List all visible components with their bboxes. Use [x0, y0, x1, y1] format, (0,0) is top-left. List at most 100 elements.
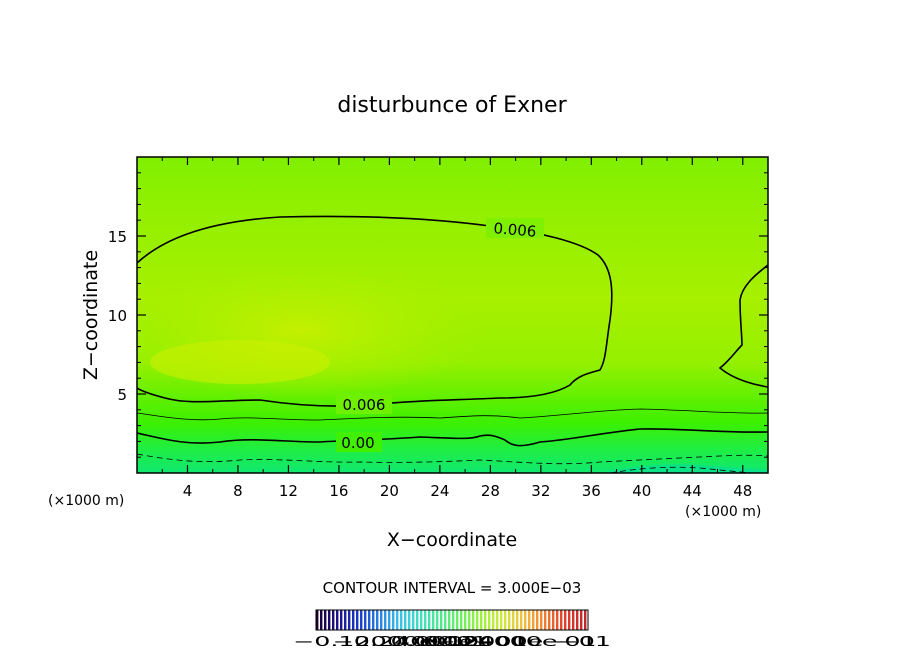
x-tick-label: 12: [279, 482, 298, 500]
colorbar-swatch: [452, 610, 455, 630]
colorbar-swatch: [508, 610, 511, 630]
colorbar-swatch: [388, 610, 391, 630]
colorbar-swatch: [412, 610, 415, 630]
x-axis-label: X−coordinate: [387, 529, 517, 551]
colorbar-swatch: [404, 610, 407, 630]
colorbar-swatch: [568, 610, 571, 630]
x-tick-label: 44: [683, 482, 702, 500]
colorbar-swatch: [468, 610, 471, 630]
field-peak-region: [150, 340, 330, 384]
colorbar-swatch: [444, 610, 447, 630]
colorbar-swatch: [556, 610, 559, 630]
colorbar-swatch: [328, 610, 331, 630]
colorbar-swatch: [552, 610, 555, 630]
colorbar-labels-row: −0.24000e−01−0.12000e−010.00000.12000e−0…: [293, 634, 611, 650]
colorbar-swatch: [560, 610, 563, 630]
colorbar-swatch: [336, 610, 339, 630]
colorbar-swatch: [480, 610, 483, 630]
contour-label-3: 0.00: [341, 434, 374, 452]
colorbar-swatch: [576, 610, 579, 630]
contour-neg-0003: [137, 453, 768, 465]
colorbar-swatch: [500, 610, 503, 630]
contour-0006-right: [718, 264, 768, 388]
colorbar-swatch: [540, 610, 543, 630]
colorbar-swatch: [516, 610, 519, 630]
field-maximum-region: [137, 260, 490, 400]
colorbar-swatch: [432, 610, 435, 630]
colorbar-swatch: [376, 610, 379, 630]
colorbar-swatch: [476, 610, 479, 630]
contour-0003: [137, 408, 768, 421]
colorbar-swatch: [324, 610, 327, 630]
colorbar-swatch: [484, 610, 487, 630]
colorbar-label-3: 0.0000: [390, 634, 479, 650]
colorbar-swatch: [584, 610, 587, 630]
colorbar-swatch: [360, 610, 363, 630]
contour-label-bg-3: [336, 432, 382, 452]
y-tick-label: 15: [108, 228, 127, 246]
colorbar-swatch: [472, 610, 475, 630]
colorbar-swatch: [520, 610, 523, 630]
colorbar-swatch: [400, 610, 403, 630]
colorbar-swatch: [424, 610, 427, 630]
colorbar-swatch: [392, 610, 395, 630]
contour-neg-0006: [609, 466, 751, 473]
colorbar-swatch: [372, 610, 375, 630]
colorbar-swatch: [368, 610, 371, 630]
y-tick-label: 10: [108, 307, 127, 325]
colorbar-swatch: [320, 610, 323, 630]
colorbar-swatch: [408, 610, 411, 630]
colorbar-swatch: [436, 610, 439, 630]
x-tick-label: 8: [233, 482, 243, 500]
x-tick-label: 4: [183, 482, 193, 500]
colorbar-swatch: [564, 610, 567, 630]
colorbar-swatch: [504, 610, 507, 630]
colorbar-swatch: [524, 610, 527, 630]
chart-title: disturbunce of Exner: [337, 93, 567, 118]
colorbar-label-1: −0.24000e−01: [333, 634, 528, 650]
colorbar: [316, 610, 587, 630]
colorbar-swatch: [536, 610, 539, 630]
x-axis-ticks: 4 8 12 16 20 24 28 32 36 40 44 48: [161, 157, 752, 500]
colorbar-swatch: [460, 610, 463, 630]
colorbar-swatch: [356, 610, 359, 630]
colorbar-swatch: [580, 610, 583, 630]
colorbar-swatch: [340, 610, 343, 630]
colorbar-swatch: [348, 610, 351, 630]
x-tick-label: 48: [733, 482, 752, 500]
colorbar-label-5: 0.24000e−01: [437, 634, 611, 650]
x-unit-left: (×1000 m): [48, 493, 124, 509]
contour-0006-upper: [137, 215, 613, 407]
x-tick-label: 32: [531, 482, 550, 500]
x-tick-label: 36: [582, 482, 601, 500]
x-unit-right: (×1000 m): [685, 504, 761, 520]
colorbar-swatch: [488, 610, 491, 630]
plot-area: 0.006 0.006 0.00: [137, 157, 768, 473]
contour-0000: [137, 428, 768, 447]
colorbar-frame: [315, 609, 589, 631]
colorbar-swatch: [544, 610, 547, 630]
colorbar-swatch: [448, 610, 451, 630]
colorbar-swatch: [548, 610, 551, 630]
colorbar-label-2: −0.12000e−01: [293, 634, 488, 650]
colorbar-swatch: [416, 610, 419, 630]
colorbar-swatch: [316, 610, 319, 630]
contour-interval-text: CONTOUR INTERVAL = 3.000E−03: [323, 579, 582, 597]
colorbar-swatch: [528, 610, 531, 630]
colorbar-swatch: [440, 610, 443, 630]
y-axis-ticks: 5 10 15: [108, 172, 768, 458]
colorbar-swatch: [352, 610, 355, 630]
colorbar-swatch: [464, 610, 467, 630]
colorbar-swatch: [532, 610, 535, 630]
colorbar-swatch: [420, 610, 423, 630]
contour-label-1: 0.006: [493, 219, 537, 241]
colorbar-swatch: [332, 610, 335, 630]
colorbar-swatch: [496, 610, 499, 630]
colorbar-swatch: [572, 610, 575, 630]
colorbar-swatch: [456, 610, 459, 630]
colorbar-swatch: [428, 610, 431, 630]
x-tick-label: 20: [380, 482, 399, 500]
contour-label-2: 0.006: [343, 396, 386, 414]
contour-label-bg-1: [486, 218, 544, 238]
